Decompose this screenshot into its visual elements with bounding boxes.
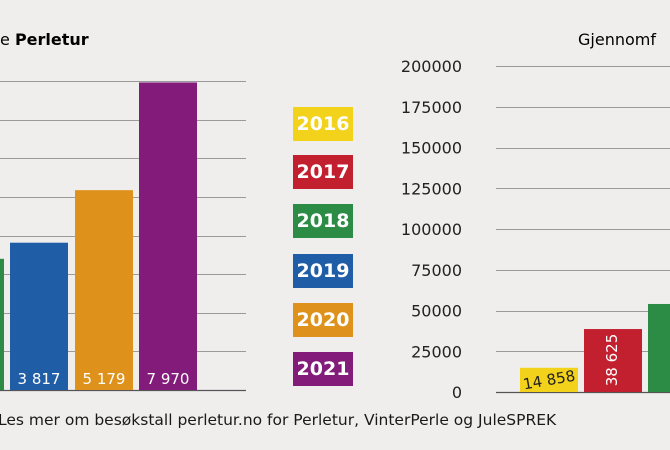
right-chart-title: Gjennomf — [578, 30, 656, 49]
right-y-tick-label: 125000 — [401, 179, 462, 198]
left-bar-2019 — [10, 242, 68, 390]
right-bar-chart: Gjennomf 0 25000 50000 75000 100000 125000 150… — [401, 30, 670, 402]
left-bar-2020 — [75, 190, 133, 390]
right-bar-2017 — [584, 329, 642, 392]
right-y-tick-label: 100000 — [401, 220, 462, 239]
right-y-tick-label: 25000 — [411, 342, 462, 361]
legend-item-2020: 2020 — [293, 303, 353, 337]
right-bar-2016 — [520, 367, 578, 392]
left-bar-value-label: 5 179 — [83, 370, 126, 388]
left-chart-title: e Perletur — [0, 30, 89, 49]
left-bar-value-label: 3 817 — [18, 370, 61, 388]
right-y-tick-label: 75000 — [411, 261, 462, 280]
legend-item-2019: 2019 — [293, 254, 353, 288]
legend-item-2018: 2018 — [293, 204, 353, 238]
legend-item-2017: 2017 — [293, 155, 353, 189]
left-bar-2021 — [139, 82, 197, 390]
right-bar-2018 — [648, 303, 670, 392]
footer: Les mer om besøkstall perletur.no for Pe… — [0, 411, 670, 437]
legend-item-2021: 2021 — [293, 352, 353, 386]
year-legend: 2016 2017 2018 2019 2020 2021 — [293, 0, 353, 450]
right-y-tick-label: 150000 — [401, 139, 462, 158]
right-y-tick-label: 50000 — [411, 302, 462, 321]
right-bar-value-label: 38 625 — [603, 334, 621, 387]
footer-text: Les mer om besøkstall perletur.no for Pe… — [0, 411, 557, 429]
left-bar-2018 — [0, 258, 4, 390]
left-chart-title-bold: Perletur — [15, 30, 89, 49]
right-y-tick-label: 200000 — [401, 57, 462, 76]
left-bar-value-label: 7 970 — [147, 370, 190, 388]
right-y-tick-label: 175000 — [401, 98, 462, 117]
legend-item-2016: 2016 — [293, 107, 353, 141]
left-chart-title-prefix: e — [0, 30, 15, 49]
left-bar-chart: e Perletur 3 817 5 179 7 970 — [0, 30, 246, 392]
right-y-tick-label: 0 — [452, 383, 462, 402]
